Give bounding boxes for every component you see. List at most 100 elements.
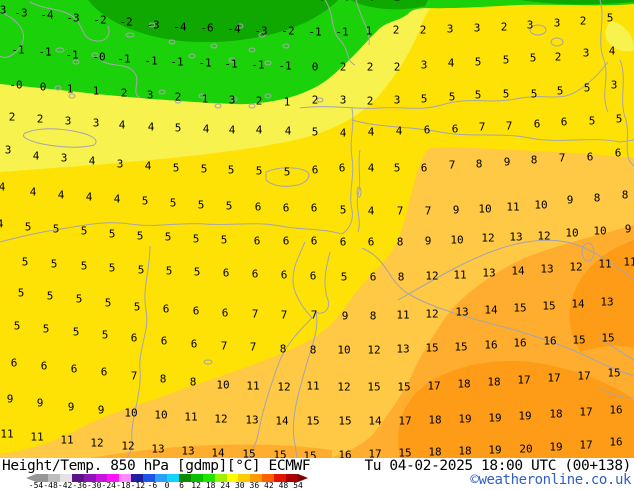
temp-value: 6 <box>339 235 347 249</box>
temp-value: 3 <box>92 116 100 130</box>
scale-tick: -18 <box>116 481 131 490</box>
scale-tick: 0 <box>164 481 170 490</box>
temp-value: 6 <box>614 146 622 160</box>
temp-value: 3 <box>60 151 68 165</box>
temp-value: -1 <box>65 48 79 62</box>
temp-value: 2 <box>339 60 347 74</box>
temp-value: 8 <box>593 191 601 205</box>
temp-value: 5 <box>200 162 208 176</box>
scale-segment <box>36 474 48 482</box>
temp-value: 6 <box>309 269 317 283</box>
temp-value: 7 <box>220 339 228 353</box>
temp-value: -0 <box>9 78 23 92</box>
temp-value: 5 <box>169 196 177 210</box>
product-title: Height/Temp. 850 hPa [gdmp][°C] ECMWF <box>2 458 311 474</box>
temp-value: 7 <box>424 204 432 218</box>
valid-time-label: Tu 04-02-2025 18:00 UTC (00+138) <box>364 458 631 474</box>
temp-value: 1 <box>66 82 74 96</box>
temp-value: 3 <box>473 21 481 35</box>
scale-tick: -6 <box>147 481 158 490</box>
temp-value: 2 <box>120 86 128 100</box>
temp-value: 12 <box>277 380 291 394</box>
map-background-art <box>0 0 634 458</box>
temp-value: 8 <box>396 235 404 249</box>
temp-value: 5 <box>227 163 235 177</box>
temp-value: 3 <box>146 88 154 102</box>
temp-value: 6 <box>560 115 568 129</box>
temp-value: 18 <box>549 407 563 421</box>
temp-value: 5 <box>172 161 180 175</box>
temp-value: 7 <box>310 308 318 322</box>
temp-value: 20 <box>519 442 533 456</box>
temp-value: 6 <box>253 234 261 248</box>
scale-tick: 54 <box>293 481 303 490</box>
copyright-link[interactable]: ©weatheronline.co.uk <box>470 472 631 488</box>
temp-value: 5 <box>101 328 109 342</box>
temp-value: 5 <box>197 198 205 212</box>
temp-value: 14 <box>368 414 382 428</box>
temp-value: 19 <box>488 443 502 457</box>
temp-value: 6 <box>420 161 428 175</box>
temp-value: 8 <box>397 270 405 284</box>
temp-value: 5 <box>72 325 80 339</box>
temp-value: 4 <box>0 219 3 230</box>
temp-value: 6 <box>367 235 375 249</box>
temp-value: 3 <box>228 93 236 107</box>
scale-tick: 24 <box>220 481 231 490</box>
temp-value: 6 <box>254 200 262 214</box>
temp-value: 7 <box>558 151 566 165</box>
temp-value: -1 <box>38 45 52 59</box>
temp-value: 6 <box>280 268 288 282</box>
temp-value: -0 <box>92 50 106 64</box>
temp-value: 2 <box>366 94 374 108</box>
temp-value: 5 <box>42 322 50 336</box>
temp-value: 6 <box>100 365 108 379</box>
temp-value: 2 <box>419 23 427 37</box>
scale-segment <box>119 474 132 482</box>
temp-value: 12 <box>214 412 228 426</box>
temp-value: 17 <box>517 373 531 387</box>
temp-value: 7 <box>448 158 456 172</box>
temp-value: 16 <box>543 334 557 348</box>
temp-value: 4 <box>57 188 65 202</box>
temp-value: 19 <box>549 440 563 454</box>
scale-arrow-right-icon <box>298 474 308 482</box>
temp-value: 7 <box>249 340 257 354</box>
temp-value: 2 <box>394 0 401 3</box>
temp-value: 9 <box>503 155 511 169</box>
temp-value: 17 <box>368 447 382 461</box>
scale-tick: 36 <box>249 481 260 490</box>
temp-value: 18 <box>428 445 442 459</box>
temp-value: 3 <box>64 114 72 128</box>
temp-value: 8 <box>159 372 167 386</box>
temp-value: 5 <box>225 199 233 213</box>
temp-value: 16 <box>484 338 498 352</box>
temp-value: 5 <box>108 261 116 275</box>
scale-segment <box>83 474 96 482</box>
temp-value: 5 <box>530 87 538 101</box>
scale-segment <box>262 474 275 482</box>
temp-value: 13 <box>482 266 496 280</box>
temp-value: 6 <box>310 234 318 248</box>
temp-value: 5 <box>21 255 29 269</box>
temp-value: 6 <box>10 356 18 370</box>
temp-value: 8 <box>621 188 629 202</box>
temp-value: 6 <box>311 163 319 177</box>
temp-value: 11 <box>453 268 467 282</box>
temp-value: 17 <box>577 369 591 383</box>
temp-value: 4 <box>85 190 93 204</box>
scale-tick: 6 <box>179 481 184 490</box>
temp-value: 18 <box>457 377 471 391</box>
temp-value: 4 <box>29 185 37 199</box>
temp-value: -1 <box>224 57 238 71</box>
temp-value: 10 <box>216 378 230 392</box>
temp-value: 5 <box>80 224 88 238</box>
temp-value: 14 <box>275 414 289 428</box>
temp-value: 5 <box>17 286 25 300</box>
temp-value: 6 <box>533 117 541 131</box>
temp-value: 9 <box>566 193 574 207</box>
temp-value: 13 <box>540 262 554 276</box>
temp-value: 8 <box>279 342 287 356</box>
temp-value: 10 <box>337 343 351 357</box>
